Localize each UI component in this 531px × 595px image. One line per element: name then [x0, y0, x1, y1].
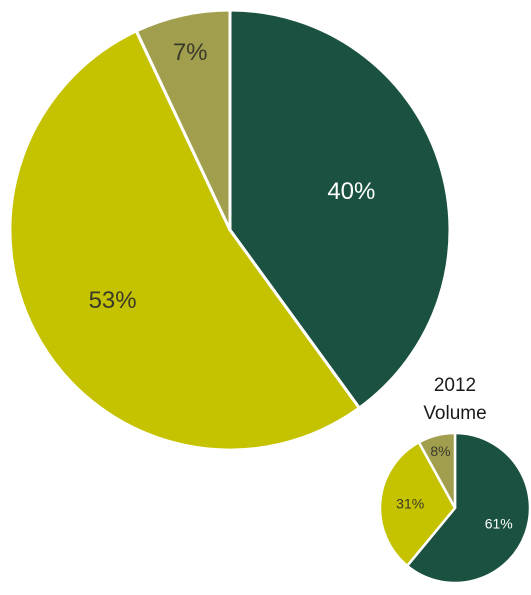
small-pie-title-line-1: 2012 [434, 375, 476, 396]
small-pie-data-label-1: 61% [485, 516, 513, 532]
small-pie-title-line-2: Volume [423, 403, 486, 424]
small-pie-slice-2 [378, 441, 457, 568]
small-pie-chart: 61% 31% 8% [378, 431, 531, 585]
large-pie-data-label-1: 40% [327, 178, 375, 205]
small-pie-slice-3 [417, 431, 457, 510]
small-pie-slice-1 [405, 431, 531, 585]
large-pie-data-label-3: 7% [173, 39, 208, 66]
large-pie-slice-1 [228, 8, 452, 410]
large-pie-slice-2 [8, 29, 361, 452]
large-pie-data-label-2: 53% [89, 287, 137, 314]
large-pie-slice-3 [134, 8, 232, 232]
large-pie-chart: 40% 53% 7% [8, 8, 452, 452]
small-pie-data-label-3: 8% [430, 443, 450, 459]
small-pie-data-label-2: 31% [396, 496, 424, 512]
